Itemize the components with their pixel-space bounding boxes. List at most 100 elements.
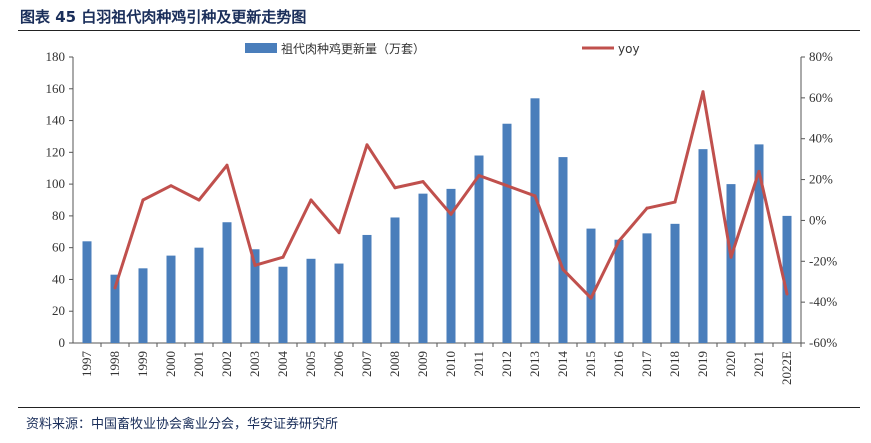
axes — [69, 56, 805, 347]
yoy-point — [561, 267, 565, 271]
bar — [474, 155, 484, 343]
yoy-line — [113, 90, 789, 300]
right-tick-label: 20% — [809, 172, 833, 187]
left-tick-label: 40 — [52, 271, 65, 286]
bar — [222, 222, 232, 343]
left-tick-label: 140 — [46, 113, 66, 128]
x-tick-label: 2006 — [331, 351, 346, 378]
legend-line-label: yoy — [618, 42, 640, 56]
bar — [390, 217, 400, 343]
x-tick-label: 2020 — [723, 351, 738, 377]
bars — [82, 98, 792, 343]
legend-bar-swatch — [245, 43, 277, 53]
x-tick-label: 1998 — [107, 351, 122, 377]
tick-labels: 0 20 40 60 80 100 120 140 160 180 -60% -40% -20% 0% 20… — [46, 49, 838, 385]
yoy-point — [253, 263, 257, 267]
bar — [754, 144, 764, 343]
yoy-point — [673, 200, 677, 204]
yoy-point — [589, 296, 593, 300]
x-tick-label: 2013 — [527, 351, 542, 377]
yoy-point — [617, 239, 621, 243]
x-tick-label: 2003 — [247, 351, 262, 377]
x-tick-label: 2002 — [219, 351, 234, 377]
yoy-point — [225, 163, 229, 167]
left-tick-label: 20 — [52, 303, 65, 318]
bar — [586, 228, 596, 343]
yoy-point — [337, 231, 341, 235]
x-tick-label: 2005 — [303, 351, 318, 377]
x-tick-label: 2009 — [415, 351, 430, 377]
x-tick-label: 2012 — [499, 351, 514, 377]
bar — [82, 241, 92, 343]
source-divider — [18, 407, 860, 408]
bar — [446, 188, 456, 343]
yoy-point — [645, 206, 649, 210]
bar — [502, 123, 512, 343]
legend: 祖代肉种鸡更新量（万套） yoy — [245, 41, 640, 56]
bar — [306, 258, 316, 343]
yoy-point — [113, 286, 117, 290]
yoy-point — [533, 194, 537, 198]
bar — [362, 234, 372, 343]
bar — [110, 274, 120, 343]
x-tick-label: 2011 — [471, 351, 486, 377]
x-tick-label: 2014 — [555, 351, 570, 378]
yoy-point — [393, 186, 397, 190]
yoy-point — [729, 255, 733, 259]
yoy-point — [309, 198, 313, 202]
right-tick-label: 80% — [809, 49, 833, 64]
left-tick-label: 80 — [52, 208, 65, 223]
yoy-point — [421, 180, 425, 184]
bar — [138, 268, 148, 343]
x-tick-label: 2019 — [695, 351, 710, 377]
bar — [334, 263, 344, 343]
x-tick-label: 2017 — [639, 351, 654, 378]
left-tick-label: 120 — [46, 144, 66, 159]
x-tick-label: 2022E — [779, 351, 794, 385]
right-tick-label: 0% — [809, 212, 827, 227]
x-tick-label: 1997 — [79, 351, 94, 378]
left-tick-label: 100 — [46, 176, 66, 191]
x-tick-label: 2018 — [667, 351, 682, 377]
x-tick-label: 2010 — [443, 351, 458, 377]
right-tick-label: -20% — [809, 253, 837, 268]
bar — [670, 223, 680, 343]
bar — [418, 193, 428, 343]
x-tick-label: 2000 — [163, 351, 178, 377]
x-tick-label: 2004 — [275, 351, 290, 378]
bar — [278, 266, 288, 343]
source-note: 资料来源：中国畜牧业协会禽业分会，华安证券研究所 — [26, 417, 339, 432]
legend-bar-label: 祖代肉种鸡更新量（万套） — [281, 41, 425, 56]
figure-title: 图表 45 白羽祖代肉种鸡引种及更新走势图 — [20, 8, 307, 26]
yoy-point — [365, 143, 369, 147]
bar — [726, 184, 736, 343]
right-tick-label: 60% — [809, 90, 833, 105]
yoy-point — [785, 292, 789, 296]
x-tick-label: 2021 — [751, 351, 766, 377]
yoy-point — [197, 198, 201, 202]
bar — [530, 98, 540, 343]
bar — [558, 157, 568, 343]
right-tick-label: -40% — [809, 294, 837, 309]
bar — [642, 233, 652, 343]
x-tick-label: 2008 — [387, 351, 402, 377]
right-tick-label: 40% — [809, 131, 833, 146]
yoy-point — [505, 184, 509, 188]
bar — [194, 247, 204, 343]
left-tick-label: 180 — [46, 49, 66, 64]
x-tick-label: 1999 — [135, 351, 150, 377]
left-tick-label: 160 — [46, 81, 66, 96]
left-tick-label: 0 — [59, 335, 66, 350]
yoy-point — [169, 184, 173, 188]
yoy-point — [281, 255, 285, 259]
x-tick-label: 2016 — [611, 351, 626, 378]
x-tick-label: 2015 — [583, 351, 598, 377]
yoy-point — [449, 212, 453, 216]
title-divider — [18, 30, 860, 31]
bar — [614, 239, 624, 343]
x-tick-label: 2007 — [359, 351, 374, 378]
right-tick-label: -60% — [809, 335, 837, 350]
bar — [782, 215, 792, 343]
bar — [698, 149, 708, 343]
